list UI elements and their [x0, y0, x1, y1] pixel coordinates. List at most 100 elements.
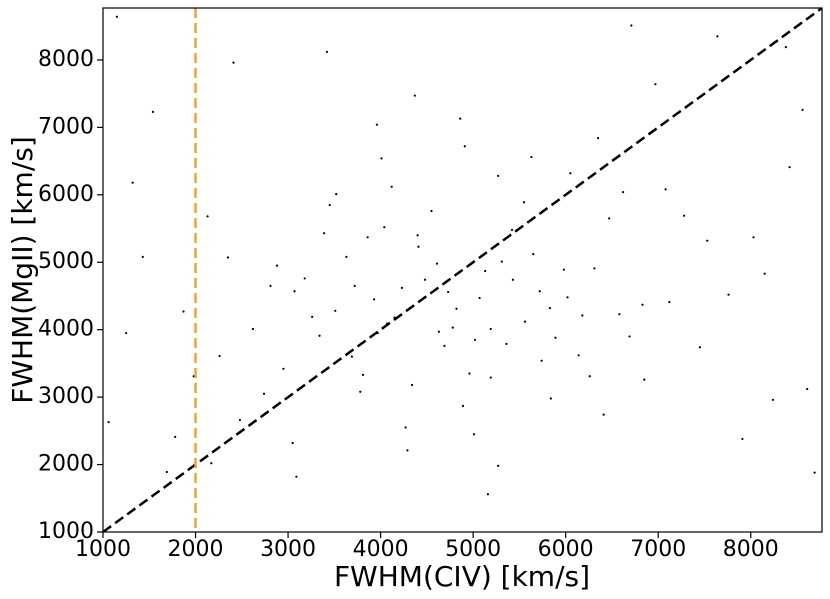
point	[210, 462, 213, 465]
point	[406, 449, 409, 452]
point	[608, 217, 611, 220]
point	[538, 290, 541, 293]
point	[282, 367, 285, 370]
x-tick-label: 3000	[260, 537, 316, 562]
point	[390, 185, 393, 188]
y-tick-label: 8000	[38, 47, 94, 72]
point	[628, 335, 631, 338]
point	[182, 310, 185, 313]
point	[788, 166, 791, 169]
point	[359, 390, 362, 393]
point	[262, 392, 266, 395]
point	[478, 296, 481, 300]
point	[165, 470, 168, 474]
point	[459, 117, 462, 120]
point	[801, 108, 804, 111]
point	[345, 255, 348, 258]
point	[375, 123, 379, 126]
x-tick-label: 5000	[445, 537, 501, 562]
point	[566, 296, 569, 299]
point	[410, 383, 414, 387]
point	[115, 15, 118, 18]
point	[511, 278, 515, 281]
x-tick-label: 1000	[75, 537, 131, 562]
point	[698, 346, 701, 349]
point	[654, 83, 657, 86]
x-tick-label: 6000	[538, 537, 594, 562]
point	[303, 277, 306, 280]
point	[664, 188, 667, 191]
point	[423, 278, 427, 281]
point	[269, 284, 272, 287]
y-tick-label: 6000	[38, 182, 94, 207]
point	[569, 172, 572, 175]
point	[334, 309, 337, 312]
point	[380, 157, 383, 160]
point	[549, 397, 552, 400]
point	[206, 215, 209, 218]
point	[643, 378, 646, 381]
x-axis-label: FWHM(CIV) [km/s]	[334, 560, 590, 593]
y-tick-label: 1000	[38, 519, 94, 544]
point	[588, 375, 591, 378]
point	[463, 145, 466, 148]
point	[323, 232, 326, 235]
point	[383, 226, 386, 229]
point	[291, 441, 294, 445]
point	[581, 314, 584, 317]
point	[141, 255, 144, 258]
point	[404, 426, 407, 429]
point	[523, 320, 527, 323]
point	[251, 327, 255, 331]
point	[238, 418, 242, 422]
point	[752, 236, 755, 239]
point	[486, 493, 490, 496]
point	[763, 272, 766, 275]
point	[430, 209, 433, 213]
point	[716, 35, 719, 38]
y-tick-label: 2000	[38, 452, 94, 477]
point	[497, 464, 500, 468]
point	[727, 293, 730, 296]
point	[510, 228, 514, 231]
point	[366, 236, 369, 239]
point	[618, 313, 621, 316]
point	[497, 174, 500, 178]
y-tick-label: 7000	[38, 114, 94, 139]
point	[706, 239, 709, 242]
y-tick-label: 5000	[38, 249, 94, 274]
point	[532, 253, 535, 256]
point	[192, 375, 195, 378]
point	[596, 137, 600, 140]
point	[275, 264, 279, 267]
point	[443, 344, 446, 347]
point	[577, 354, 580, 357]
plot-area	[103, 8, 822, 532]
point	[806, 387, 809, 391]
point	[455, 307, 458, 310]
point	[641, 303, 644, 306]
point	[668, 300, 671, 304]
point	[318, 334, 321, 337]
point	[437, 330, 441, 333]
point	[335, 193, 338, 196]
x-tick-label: 4000	[353, 537, 409, 562]
point	[435, 262, 439, 265]
y-tick-label: 4000	[38, 317, 94, 342]
point	[505, 342, 508, 345]
point	[373, 298, 376, 301]
point	[593, 267, 596, 270]
point	[350, 355, 354, 358]
point	[522, 201, 526, 204]
point	[151, 110, 155, 113]
point	[630, 24, 633, 27]
point	[461, 404, 465, 407]
point	[451, 326, 454, 329]
plot-frame	[102, 7, 823, 533]
point	[417, 245, 420, 248]
point	[530, 155, 533, 159]
point	[174, 435, 177, 439]
point	[554, 336, 557, 339]
point	[311, 315, 314, 318]
